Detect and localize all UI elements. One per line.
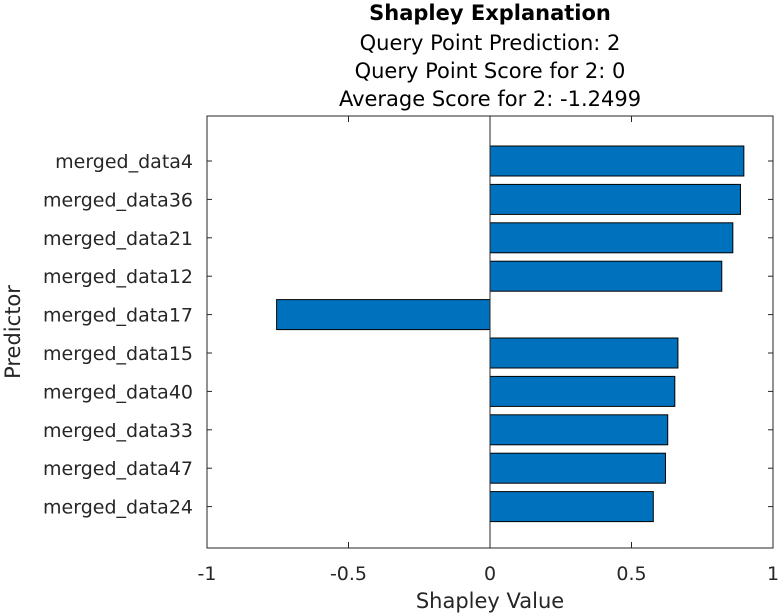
- bar-merged_data15: [489, 337, 679, 369]
- bar-merged_data4: [489, 145, 745, 177]
- y-tick-label: merged_data21: [43, 228, 193, 250]
- x-tick-label: 1: [767, 563, 779, 585]
- y-tick-label: merged_data47: [43, 458, 193, 480]
- chart-subtitle-score: Query Point Score for 2: 0: [355, 59, 626, 83]
- bar-merged_data47: [489, 452, 666, 484]
- y-tick-label: merged_data4: [55, 151, 193, 173]
- plot-frame: [206, 115, 774, 549]
- bar-merged_data12: [489, 260, 723, 292]
- bar-merged_data40: [489, 375, 676, 407]
- y-tick-label: merged_data24: [43, 497, 193, 519]
- y-tick-label: merged_data33: [43, 420, 193, 442]
- ticks-layer: merged_data4 merged_data36 merged_data21me…: [43, 116, 779, 585]
- bar-merged_data36: [489, 183, 741, 215]
- chart-subtitle-prediction: Query Point Prediction: 2: [360, 31, 621, 55]
- bar-merged_data21: [489, 222, 734, 254]
- x-axis-label: Shapley Value: [416, 589, 564, 613]
- y-tick-label: merged_data17: [43, 305, 193, 327]
- bars-layer: [276, 145, 745, 523]
- chart-title: Shapley Explanation: [369, 1, 611, 25]
- bar-merged_data17: [276, 299, 491, 331]
- x-tick-label: 0: [484, 563, 496, 585]
- x-tick-label: 0.5: [616, 563, 646, 585]
- y-axis-label: Predictor: [1, 285, 25, 379]
- x-tick-label: -1: [198, 563, 217, 585]
- y-tick-label: merged_data40: [43, 381, 193, 403]
- bar-merged_data24: [489, 491, 654, 523]
- y-tick-label: merged_data36: [43, 189, 193, 211]
- chart-subtitle-average: Average Score for 2: -1.2499: [339, 87, 641, 111]
- y-tick-label: merged_data12: [43, 266, 193, 288]
- y-tick-label: merged_data15: [43, 343, 193, 365]
- bar-merged_data33: [489, 414, 669, 446]
- x-tick-label: -0.5: [330, 563, 367, 585]
